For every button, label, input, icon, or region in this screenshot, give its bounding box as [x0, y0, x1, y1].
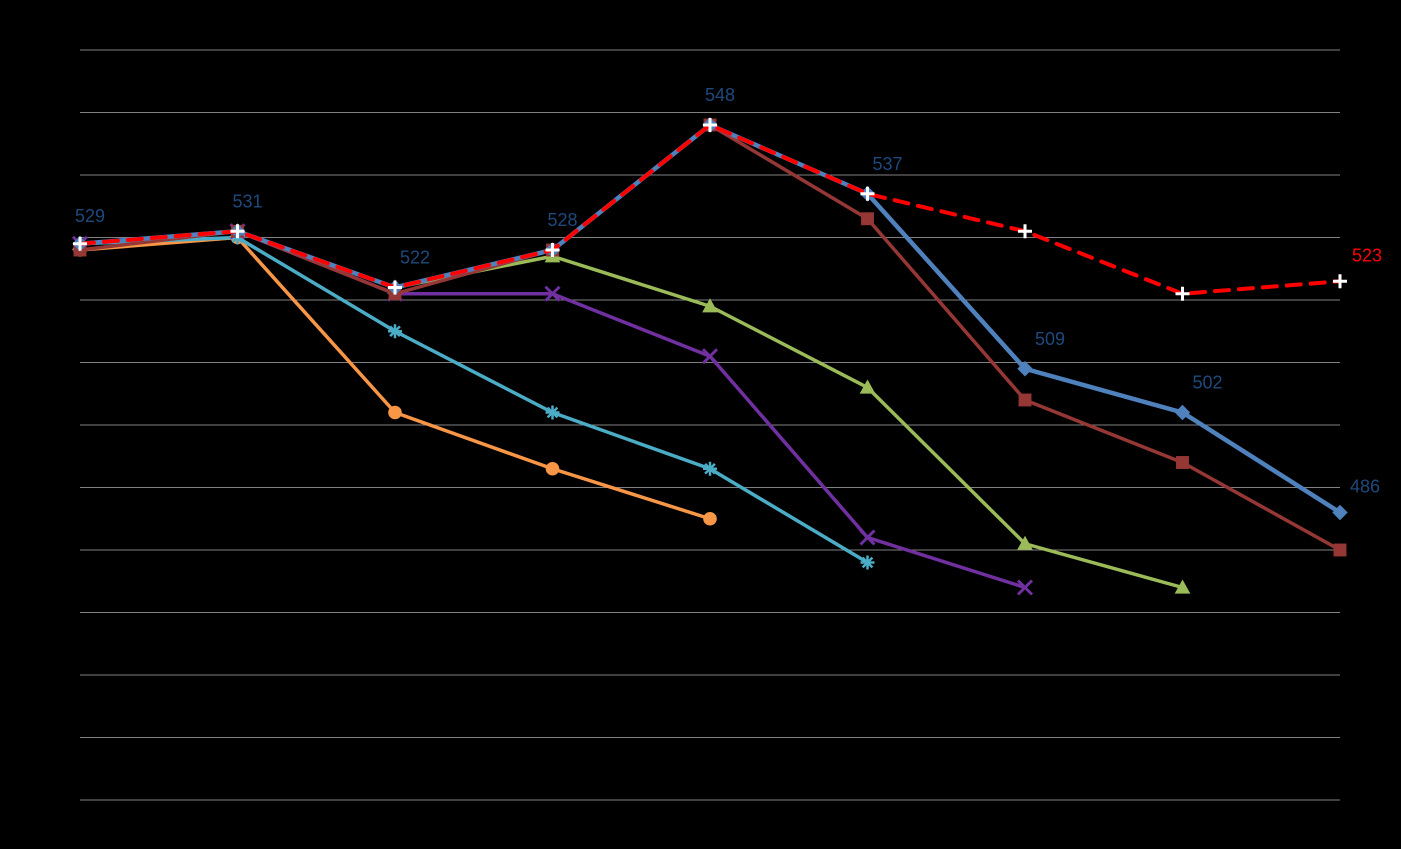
data-label: 509 — [1035, 329, 1065, 349]
series-green — [80, 231, 1183, 587]
series-red-dashed — [80, 125, 1340, 294]
data-label: 486 — [1350, 477, 1380, 497]
data-label: 529 — [75, 206, 105, 226]
series-dark-red — [80, 125, 1340, 550]
data-label: 528 — [548, 210, 578, 230]
data-label: 523 — [1352, 245, 1382, 265]
data-label: 548 — [705, 85, 735, 105]
data-label: 522 — [400, 248, 430, 268]
series-blue — [80, 125, 1340, 513]
data-label: 531 — [233, 191, 263, 211]
data-label: 537 — [873, 154, 903, 174]
data-label: 502 — [1193, 373, 1223, 393]
line-chart: 529 531 522 528 548 537 509 502 486 523 — [0, 0, 1401, 849]
